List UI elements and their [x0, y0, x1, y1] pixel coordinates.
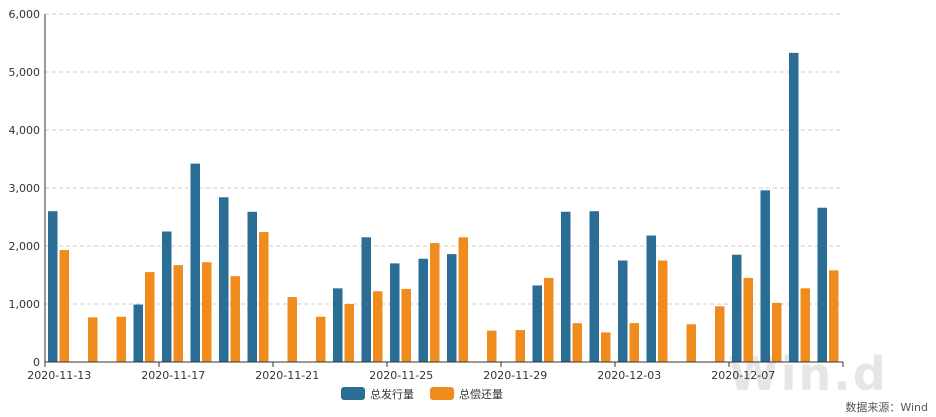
source-note: 数据来源：Wind — [845, 400, 928, 414]
bar-repayment — [658, 260, 668, 362]
x-tick-label: 2020-11-21 — [255, 369, 319, 382]
bar-repayment — [373, 291, 383, 362]
bar-issuance — [190, 163, 200, 362]
bar-issuance — [646, 235, 656, 362]
bar-issuance — [532, 285, 542, 362]
bar-repayment — [173, 265, 183, 362]
y-tick-label: 2,000 — [9, 240, 41, 253]
legend-label-repayment: 总偿还量 — [459, 387, 503, 401]
y-tick-label: 3,000 — [9, 182, 41, 195]
bar-repayment — [145, 272, 155, 362]
bar-repayment — [544, 277, 554, 362]
bar-repayment — [601, 332, 611, 362]
bar-repayment — [59, 250, 69, 362]
y-tick-label: 6,000 — [9, 8, 41, 21]
bar-issuance — [418, 258, 428, 362]
bar-issuance — [447, 254, 457, 362]
bar-repayment — [686, 324, 696, 362]
bar-repayment — [743, 277, 753, 362]
y-tick-label: 5,000 — [9, 66, 41, 79]
bar-issuance — [561, 211, 571, 362]
bar-repayment — [116, 316, 126, 362]
bar-repayment — [458, 237, 468, 362]
gridlines — [45, 13, 843, 305]
bar-repayment — [572, 323, 582, 362]
bar-repayment — [829, 270, 839, 362]
x-tick-label: 2020-11-25 — [369, 369, 433, 382]
bar-issuance — [589, 211, 599, 362]
bars — [48, 52, 839, 363]
bar-issuance — [817, 207, 827, 362]
y-tick-label: 0 — [33, 356, 40, 369]
bar-issuance — [333, 288, 343, 362]
legend: 总发行量 总偿还量 — [341, 387, 503, 401]
bar-repayment — [772, 302, 782, 362]
bar-issuance — [760, 190, 770, 362]
x-tick-label: 2020-12-03 — [597, 369, 661, 382]
x-tick-label: 2020-11-17 — [141, 369, 205, 382]
legend-swatch-issuance — [341, 387, 365, 400]
bar-repayment — [259, 232, 269, 362]
legend-swatch-repayment — [430, 387, 454, 400]
y-axis: 0 1,000 2,000 3,000 4,000 5,000 6,000 — [9, 8, 46, 369]
legend-label-issuance: 总发行量 — [370, 387, 414, 401]
bar-issuance — [618, 260, 628, 362]
bar-issuance — [361, 237, 371, 362]
x-tick-label: 2020-12-07 — [711, 369, 775, 382]
bar-issuance — [133, 304, 143, 362]
bar-issuance — [48, 211, 58, 362]
bar-repayment — [88, 317, 98, 362]
bar-issuance — [789, 52, 799, 363]
bar-repayment — [202, 262, 212, 362]
bar-repayment — [515, 330, 525, 362]
y-tick-label: 1,000 — [9, 298, 41, 311]
bar-issuance — [732, 254, 742, 362]
bar-repayment — [800, 288, 810, 362]
bar-repayment — [401, 288, 411, 362]
x-tick-label: 2020-11-13 — [27, 369, 91, 382]
x-axis: 2020-11-13 2020-11-17 2020-11-21 2020-11-25… — [27, 361, 844, 382]
bar-repayment — [344, 304, 354, 362]
bar-repayment — [629, 323, 639, 362]
bar-repayment — [430, 243, 440, 362]
bar-issuance — [162, 231, 172, 362]
bar-issuance — [219, 197, 229, 362]
y-tick-label: 4,000 — [9, 124, 41, 137]
bar-repayment — [487, 330, 497, 362]
bar-issuance — [390, 263, 400, 362]
bar-repayment — [287, 297, 297, 362]
bar-repayment — [230, 276, 240, 362]
bar-repayment — [316, 316, 326, 362]
bar-issuance — [247, 211, 257, 362]
bar-repayment — [715, 306, 725, 362]
x-tick-label: 2020-11-29 — [483, 369, 547, 382]
